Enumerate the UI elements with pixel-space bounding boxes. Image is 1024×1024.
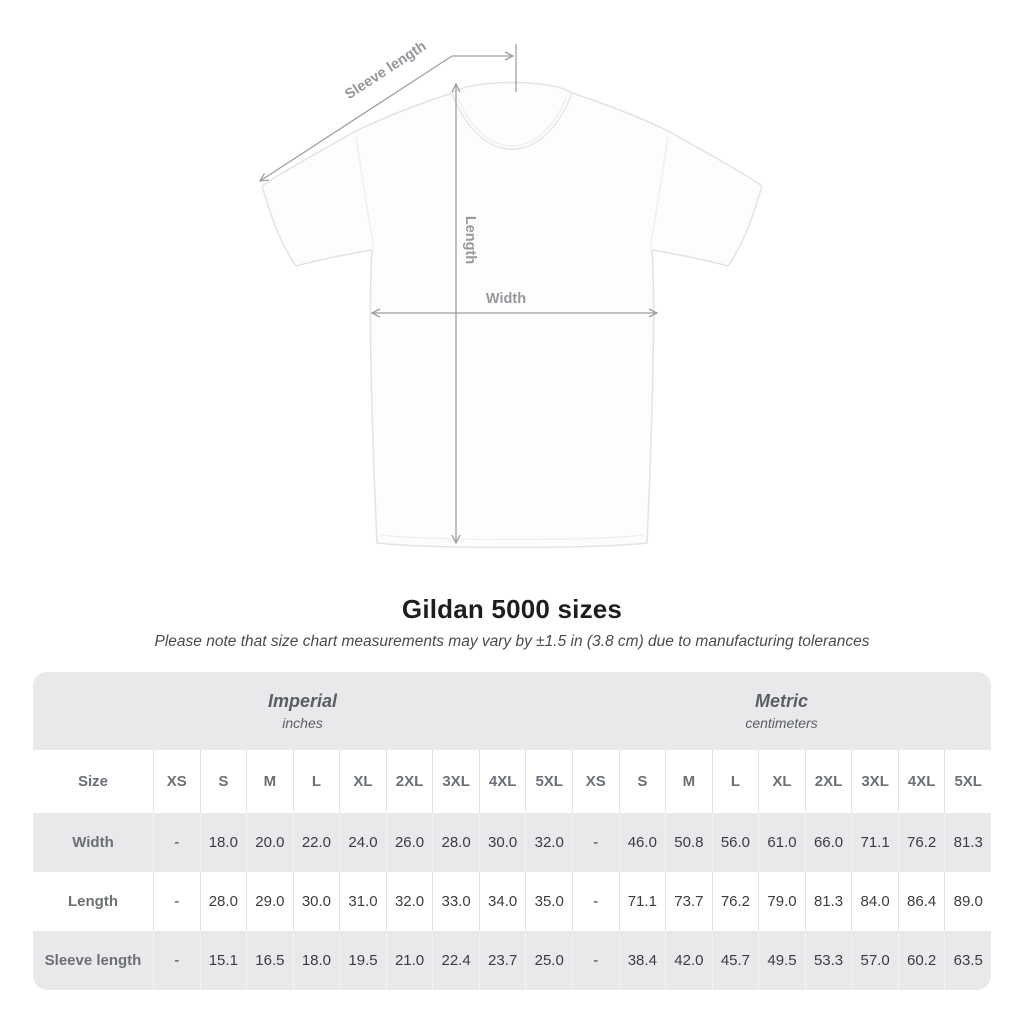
row-label-length: Length — [33, 872, 153, 931]
size-col-header: 3XL — [851, 750, 898, 813]
value-cell: 30.0 — [478, 813, 526, 872]
value-cell: 56.0 — [711, 813, 759, 872]
value-cell: - — [572, 872, 619, 931]
size-col-header: M — [246, 750, 293, 813]
value-cell: 18.0 — [292, 931, 340, 990]
value-cell: 46.0 — [618, 813, 666, 872]
value-cell: 89.0 — [944, 872, 991, 931]
value-cell: 81.3 — [804, 872, 852, 931]
imperial-sublabel: inches — [282, 715, 323, 731]
value-cell: 42.0 — [665, 931, 712, 990]
value-cell: 76.2 — [897, 813, 945, 872]
value-cell: 22.4 — [432, 931, 479, 990]
value-cell: 49.5 — [758, 931, 805, 990]
value-cell: 63.5 — [944, 931, 991, 990]
value-cell: 32.0 — [525, 813, 572, 872]
value-cell: 32.0 — [385, 872, 433, 931]
value-cell: 73.7 — [665, 872, 712, 931]
value-cell: 84.0 — [851, 872, 898, 931]
value-cell: 34.0 — [478, 872, 526, 931]
size-col-header: M — [665, 750, 712, 813]
imperial-unit-header: Imperial inches — [33, 672, 572, 750]
value-cell: 28.0 — [432, 813, 479, 872]
value-cell: 31.0 — [339, 872, 386, 931]
value-cell: - — [153, 931, 200, 990]
value-cell: 24.0 — [339, 813, 386, 872]
size-corner-header: Size — [33, 750, 153, 813]
value-cell: 66.0 — [804, 813, 852, 872]
size-col-header: L — [711, 750, 759, 813]
metric-label: Metric — [754, 691, 808, 711]
value-cell: 50.8 — [665, 813, 712, 872]
value-cell: 18.0 — [199, 813, 247, 872]
size-col-header: 2XL — [385, 750, 433, 813]
value-cell: 15.1 — [199, 931, 247, 990]
length-label: Length — [462, 216, 478, 264]
value-cell: 79.0 — [758, 872, 805, 931]
value-cell: 61.0 — [758, 813, 805, 872]
metric-unit-header: Metric centimeters — [572, 672, 991, 750]
value-cell: 28.0 — [199, 872, 247, 931]
size-col-header: 4XL — [897, 750, 945, 813]
value-cell: 45.7 — [711, 931, 759, 990]
size-col-header: XS — [572, 750, 619, 813]
sleeve-length-label: Sleeve length — [342, 38, 429, 103]
value-cell: 33.0 — [432, 872, 479, 931]
size-col-header: 3XL — [432, 750, 479, 813]
shirt-measurement-diagram: Sleeve length Length Width — [258, 38, 763, 549]
sleeve-length-arrow — [258, 44, 517, 182]
value-cell: 30.0 — [292, 872, 340, 931]
value-cell: 22.0 — [292, 813, 340, 872]
size-col-header: L — [292, 750, 340, 813]
value-cell: - — [572, 813, 619, 872]
width-label: Width — [486, 291, 526, 307]
value-cell: 26.0 — [385, 813, 433, 872]
size-col-header: 5XL — [525, 750, 572, 813]
size-col-header: 4XL — [478, 750, 526, 813]
value-cell: 71.1 — [851, 813, 898, 872]
size-col-header: 2XL — [804, 750, 852, 813]
size-col-header: XL — [339, 750, 386, 813]
value-cell: - — [153, 872, 200, 931]
metric-sublabel: centimeters — [745, 715, 818, 731]
size-col-header: XS — [153, 750, 200, 813]
value-cell: - — [153, 813, 200, 872]
page-title: Gildan 5000 sizes — [401, 594, 623, 624]
size-chart-table: Imperial inches Metric centimeters Size … — [33, 672, 991, 990]
value-cell: 20.0 — [246, 813, 293, 872]
value-cell: 53.3 — [804, 931, 852, 990]
value-cell: - — [572, 931, 619, 990]
size-col-header: XL — [758, 750, 805, 813]
value-cell: 86.4 — [897, 872, 945, 931]
value-cell: 81.3 — [944, 813, 991, 872]
value-cell: 29.0 — [246, 872, 293, 931]
tshirt-outline — [261, 81, 763, 549]
imperial-label: Imperial — [267, 691, 338, 711]
value-cell: 57.0 — [851, 931, 898, 990]
value-cell: 71.1 — [618, 872, 666, 931]
tolerance-note: Please note that size chart measurements… — [154, 633, 870, 650]
row-label-sleeve-length: Sleeve length — [33, 931, 153, 990]
value-cell: 38.4 — [618, 931, 666, 990]
size-col-header: S — [618, 750, 666, 813]
value-cell: 25.0 — [525, 931, 572, 990]
value-cell: 23.7 — [478, 931, 526, 990]
value-cell: 16.5 — [246, 931, 293, 990]
row-label-width: Width — [33, 813, 153, 872]
size-col-header: S — [199, 750, 247, 813]
value-cell: 60.2 — [897, 931, 945, 990]
size-col-header: 5XL — [944, 750, 991, 813]
value-cell: 35.0 — [525, 872, 572, 931]
value-cell: 21.0 — [385, 931, 433, 990]
value-cell: 76.2 — [711, 872, 759, 931]
value-cell: 19.5 — [339, 931, 386, 990]
